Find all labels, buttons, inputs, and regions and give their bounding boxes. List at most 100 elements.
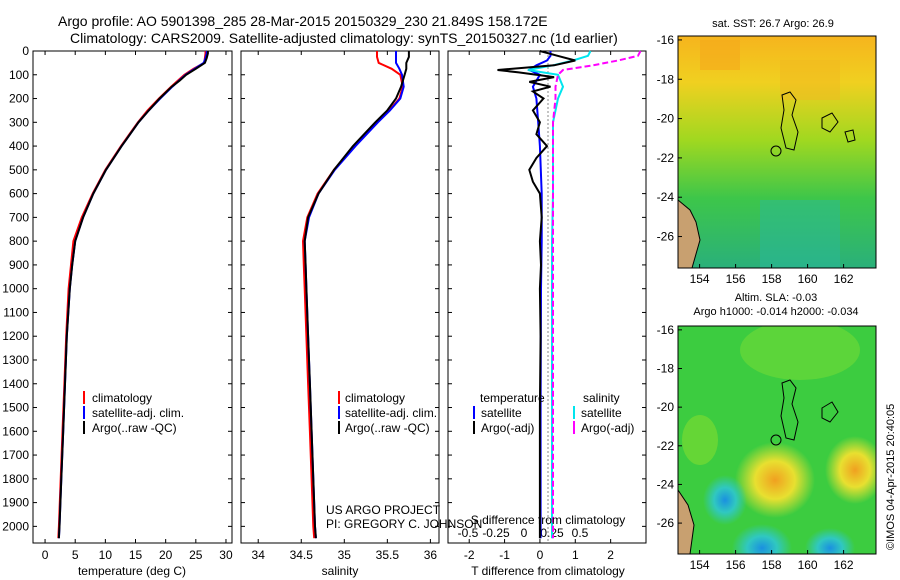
series-line-satellite-adj-clim- — [303, 51, 405, 539]
x-tick-label: 0 — [42, 548, 49, 562]
depth-tick-label: 700 — [9, 210, 29, 224]
salinity-xlabel: salinity — [322, 564, 359, 578]
depth-tick-label: 500 — [9, 163, 29, 177]
legend-label: Argo(..raw -QC) — [92, 421, 177, 435]
x-tick-label: 20 — [159, 548, 173, 562]
map-x-tick-label: 158 — [762, 272, 782, 286]
series-line-satellite-adj-clim- — [57, 51, 208, 539]
legend-label: climatology — [345, 391, 405, 405]
sst-warm-patch — [780, 60, 840, 100]
sla-map-title-2: Argo h1000: -0.014 h2000: -0.034 — [693, 306, 858, 318]
map-y-tick-label: -24 — [657, 190, 675, 204]
sla-anomaly — [682, 415, 718, 465]
map-x-tick-label: 156 — [726, 558, 746, 572]
series-line-argo-raw-qc- — [303, 51, 410, 539]
salinity-panel-frame — [240, 50, 440, 544]
sla-map-frame — [677, 325, 877, 555]
sla-low-anomaly — [732, 524, 792, 554]
secondary-x-tick-label: -0.25 — [482, 526, 510, 540]
x-tick-label: 34.5 — [290, 548, 314, 562]
depth-tick-label: 100 — [9, 68, 29, 82]
secondary-x-tick-label: -0.5 — [458, 526, 479, 540]
difference-legend: temperature salinity satellite Argo(-adj… — [473, 391, 634, 435]
salinity-series — [301, 51, 410, 539]
depth-tick-label: 600 — [9, 187, 29, 201]
secondary-x-tick-label: 0.5 — [572, 526, 589, 540]
temperature-axes: 0 5 10 15 20 25 30 — [42, 51, 233, 562]
temperature-panel-frame — [32, 50, 233, 544]
reef-outline — [844, 129, 856, 143]
temperature-legend: climatology satellite-adj. clim. Argo(..… — [83, 391, 184, 435]
x-tick-label: 36 — [424, 548, 438, 562]
difference-secondary-xlabel: S difference from climatology — [471, 513, 626, 527]
x-tick-label: 15 — [129, 548, 143, 562]
series-line-climatology — [301, 51, 404, 539]
depth-tick-label: 400 — [9, 139, 29, 153]
map-x-tick-label: 162 — [834, 558, 854, 572]
map-x-tick-label: 160 — [798, 272, 818, 286]
series-line-argo-raw-qc- — [57, 51, 209, 539]
legend-title-salinity: salinity — [583, 391, 620, 405]
map-y-tick-label: -20 — [657, 112, 675, 126]
legend-label: satellite — [481, 406, 522, 420]
x-tick-label: 34 — [252, 548, 266, 562]
map-y-tick-label: -20 — [657, 400, 675, 414]
title-line-2: Climatology: CARS2009. Satellite-adjuste… — [70, 30, 618, 46]
argo-position-marker — [770, 434, 782, 446]
legend-label: Argo(-adj) — [581, 421, 634, 435]
australia-coast — [678, 199, 701, 268]
map-x-tick-label: 158 — [762, 558, 782, 572]
map-x-tick-label: 156 — [726, 272, 746, 286]
map-x-tick-label: 154 — [690, 272, 710, 286]
map-y-tick-label: -18 — [657, 362, 675, 376]
sst-map-title: sat. SST: 26.7 Argo: 26.9 — [712, 18, 834, 30]
depth-tick-label: 1500 — [2, 401, 29, 415]
map-y-tick-label: -16 — [657, 323, 675, 337]
depth-tick-label: 1300 — [2, 353, 29, 367]
new-caledonia-outline — [780, 379, 799, 441]
depth-tick-label: 2000 — [2, 519, 29, 533]
map-x-tick-label: 154 — [690, 558, 710, 572]
map-y-tick-label: -24 — [657, 477, 675, 491]
australia-coast — [678, 489, 695, 554]
sla-low-anomaly — [703, 475, 747, 525]
series-line-temperature-argo-adj- — [497, 50, 576, 539]
depth-tick-label: 1200 — [2, 329, 29, 343]
argo-position-marker — [770, 145, 782, 157]
difference-series — [497, 50, 642, 539]
sst-map — [678, 36, 876, 268]
sst-cool-patch — [760, 200, 840, 268]
map-y-tick-label: -26 — [657, 230, 675, 244]
legend-label: satellite-adj. clim. — [92, 406, 184, 420]
map-y-tick-label: -18 — [657, 72, 675, 86]
sst-map-axes: 154 156 158 160 162 -16 -18 -20 -22 -24 -26 — [657, 33, 854, 286]
x-tick-label: 25 — [189, 548, 203, 562]
map-y-tick-label: -22 — [657, 439, 675, 453]
depth-tick-label: 1800 — [2, 472, 29, 486]
sst-field — [678, 36, 876, 268]
x-tick-label: -1 — [499, 548, 510, 562]
sla-map — [678, 326, 876, 554]
depth-axis: 0 100 200 300 400 500 600 700 800 900 1000 1100 1200… — [2, 44, 646, 533]
x-tick-label: 0 — [537, 548, 544, 562]
depth-tick-label: 1000 — [2, 282, 29, 296]
depth-tick-label: 1100 — [3, 305, 29, 319]
map-y-tick-label: -26 — [657, 516, 675, 530]
x-tick-label: 2 — [607, 548, 614, 562]
x-tick-label: 5 — [72, 548, 79, 562]
title-line-1: Argo profile: AO 5901398_285 28-Mar-2015… — [58, 13, 548, 29]
depth-tick-label: 1900 — [2, 496, 29, 510]
legend-label: climatology — [92, 391, 152, 405]
temperature-series — [57, 51, 209, 539]
salinity-axes: 34 34.5 35 35.5 36 — [252, 51, 438, 562]
map-x-tick-label: 160 — [798, 558, 818, 572]
x-tick-label: 1 — [572, 548, 579, 562]
difference-axes: -2 -1 0 1 2-0.5 -0.25 0 0.25 0.5 — [458, 51, 614, 562]
sla-high-anomaly — [735, 442, 815, 518]
x-tick-label: 35.5 — [376, 548, 400, 562]
x-tick-label: 35 — [338, 548, 352, 562]
secondary-x-tick-label: 0 — [521, 526, 528, 540]
sst-warm-patch — [700, 40, 740, 70]
new-caledonia-outline — [780, 91, 799, 151]
